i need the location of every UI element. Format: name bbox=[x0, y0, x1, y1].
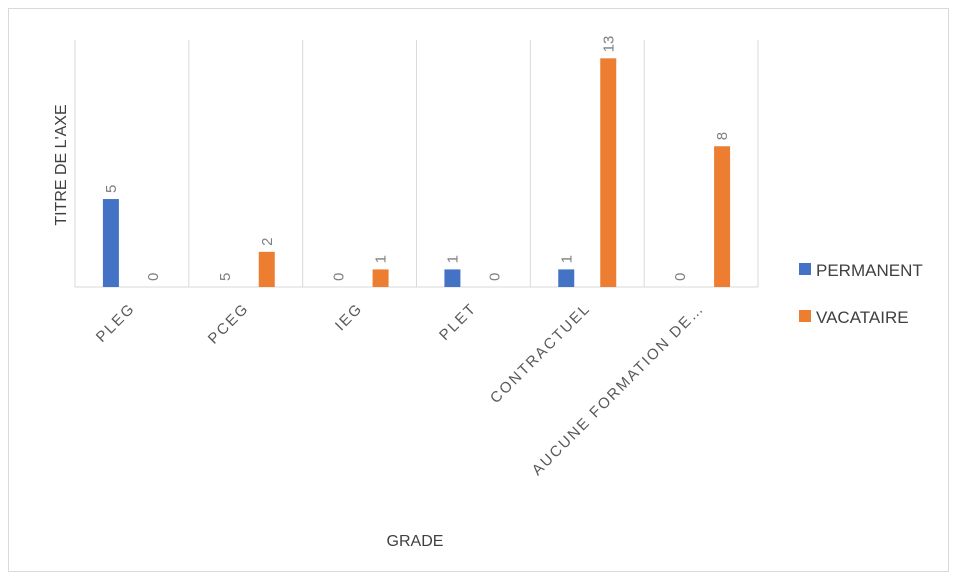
data-label-permanent-aucune-formation-de: 0 bbox=[672, 273, 689, 281]
legend-swatch-permanent bbox=[799, 263, 811, 275]
x-tick-label-pceg: PCEG bbox=[205, 300, 253, 348]
data-labels: 5 0 5 2 0 1 1 0 1 13 0 8 bbox=[103, 36, 731, 281]
data-label-permanent-pleg: 5 bbox=[103, 185, 120, 193]
bars bbox=[102, 58, 731, 287]
grid-lines bbox=[74, 40, 759, 288]
data-label-vacataire-ieg: 1 bbox=[373, 255, 390, 263]
x-axis-title: GRADE bbox=[387, 533, 444, 550]
chart-frame bbox=[8, 8, 949, 572]
bar-vacataire-contractuel bbox=[600, 58, 617, 287]
data-label-permanent-pceg: 5 bbox=[217, 273, 234, 281]
data-label-permanent-ieg: 0 bbox=[331, 273, 348, 281]
bar-permanent-contractuel bbox=[558, 269, 575, 287]
data-label-vacataire-pceg: 2 bbox=[259, 237, 276, 245]
data-label-vacataire-contractuel: 13 bbox=[600, 36, 617, 53]
x-tick-label-plet: PLET bbox=[436, 300, 480, 344]
x-tick-label-ieg: IEG bbox=[332, 300, 367, 335]
legend: PERMANENT VACATAIRE bbox=[799, 261, 923, 327]
bar-permanent-plet bbox=[444, 269, 461, 287]
data-label-vacataire-aucune-formation-de: 8 bbox=[714, 132, 731, 140]
bar-permanent-pleg bbox=[102, 199, 119, 287]
bar-vacataire-ieg bbox=[372, 269, 389, 287]
bar-vacataire-pceg bbox=[258, 251, 275, 287]
y-axis-title: TITRE DE L'AXE bbox=[53, 104, 70, 225]
bar-vacataire-aucune-formation-de bbox=[714, 146, 731, 287]
legend-label-vacataire: VACATAIRE bbox=[816, 308, 909, 327]
data-label-permanent-contractuel: 1 bbox=[558, 255, 575, 263]
x-tick-label-pleg: PLEG bbox=[93, 300, 139, 346]
legend-label-permanent: PERMANENT bbox=[816, 261, 923, 280]
x-tick-label-contractuel: CONTRACTUEL bbox=[487, 300, 594, 407]
data-label-vacataire-pleg: 0 bbox=[145, 273, 162, 281]
data-label-vacataire-plet: 0 bbox=[486, 273, 503, 281]
data-label-permanent-plet: 1 bbox=[444, 255, 461, 263]
legend-swatch-vacataire bbox=[799, 310, 811, 322]
